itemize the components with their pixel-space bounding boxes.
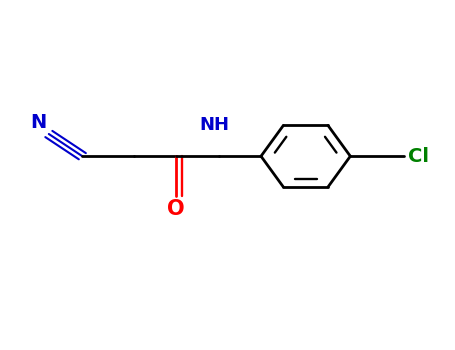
Text: N: N: [30, 113, 46, 132]
Text: O: O: [167, 199, 185, 219]
Text: Cl: Cl: [408, 147, 429, 166]
Text: NH: NH: [199, 116, 229, 134]
